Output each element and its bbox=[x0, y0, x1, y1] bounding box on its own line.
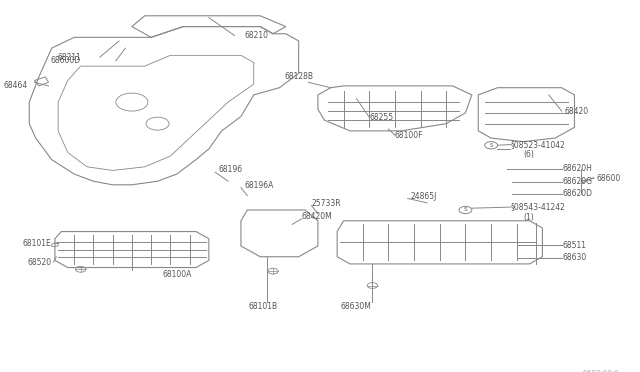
Text: (6): (6) bbox=[523, 150, 534, 159]
Text: 24865J: 24865J bbox=[411, 192, 437, 201]
Text: 68620G: 68620G bbox=[563, 177, 593, 186]
Text: (1): (1) bbox=[523, 213, 534, 222]
Text: 68101E: 68101E bbox=[23, 238, 52, 248]
Text: 68630M: 68630M bbox=[341, 302, 372, 311]
Text: 68511: 68511 bbox=[563, 241, 587, 250]
Text: 68101B: 68101B bbox=[249, 302, 278, 311]
Text: 68420M: 68420M bbox=[302, 212, 333, 221]
Text: 68211: 68211 bbox=[58, 52, 82, 62]
Text: 68100A: 68100A bbox=[162, 269, 191, 279]
Text: 68210: 68210 bbox=[244, 31, 268, 40]
Text: 68255: 68255 bbox=[369, 113, 394, 122]
Text: S: S bbox=[463, 208, 467, 212]
Text: 68630: 68630 bbox=[563, 253, 587, 262]
Text: §08543-41242: §08543-41242 bbox=[510, 203, 565, 212]
Text: 68196A: 68196A bbox=[244, 181, 273, 190]
Text: 68600D: 68600D bbox=[51, 56, 81, 65]
Text: 68620D: 68620D bbox=[563, 189, 593, 198]
Text: ^680;00:0: ^680;00:0 bbox=[582, 370, 620, 372]
Text: 68464: 68464 bbox=[4, 81, 28, 90]
Text: 68600: 68600 bbox=[597, 174, 621, 183]
Text: §08523-41042: §08523-41042 bbox=[510, 140, 565, 149]
Text: 68420: 68420 bbox=[565, 107, 589, 116]
Text: 68128B: 68128B bbox=[284, 71, 313, 80]
Text: 68196: 68196 bbox=[218, 165, 243, 174]
Text: 68620H: 68620H bbox=[563, 164, 593, 173]
Text: 25733R: 25733R bbox=[312, 199, 341, 208]
Text: 68520: 68520 bbox=[28, 258, 52, 267]
Text: 68100F: 68100F bbox=[395, 131, 424, 140]
Text: S: S bbox=[490, 143, 493, 148]
